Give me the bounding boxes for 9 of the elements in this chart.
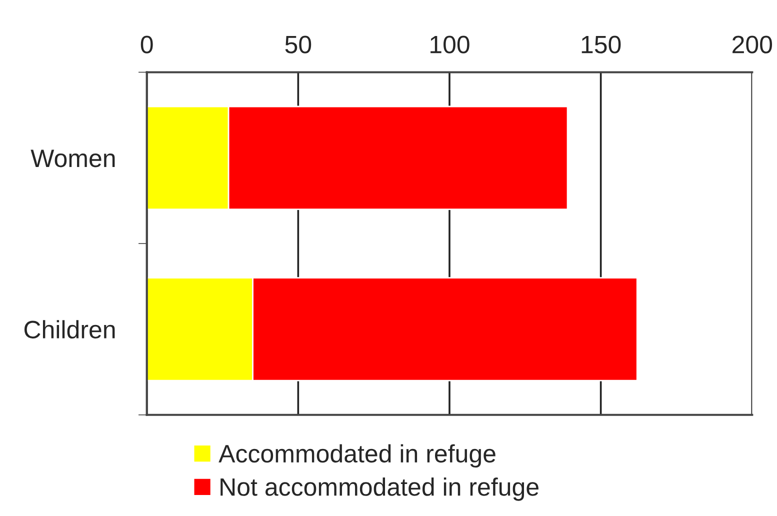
x-tick-label: 150 bbox=[582, 36, 621, 54]
legend-label: Accommodated in refuge bbox=[218, 444, 496, 468]
y-tick-label: Children bbox=[24, 320, 115, 339]
y-tick-label: Women bbox=[30, 150, 115, 168]
legend-label: Not accommodated in refuge bbox=[220, 478, 538, 501]
x-tick-label: 50 bbox=[285, 36, 312, 54]
x-tick-label: 200 bbox=[732, 36, 772, 54]
x-tick-label: 0 bbox=[140, 36, 153, 54]
x-tick-label: 100 bbox=[430, 36, 470, 54]
